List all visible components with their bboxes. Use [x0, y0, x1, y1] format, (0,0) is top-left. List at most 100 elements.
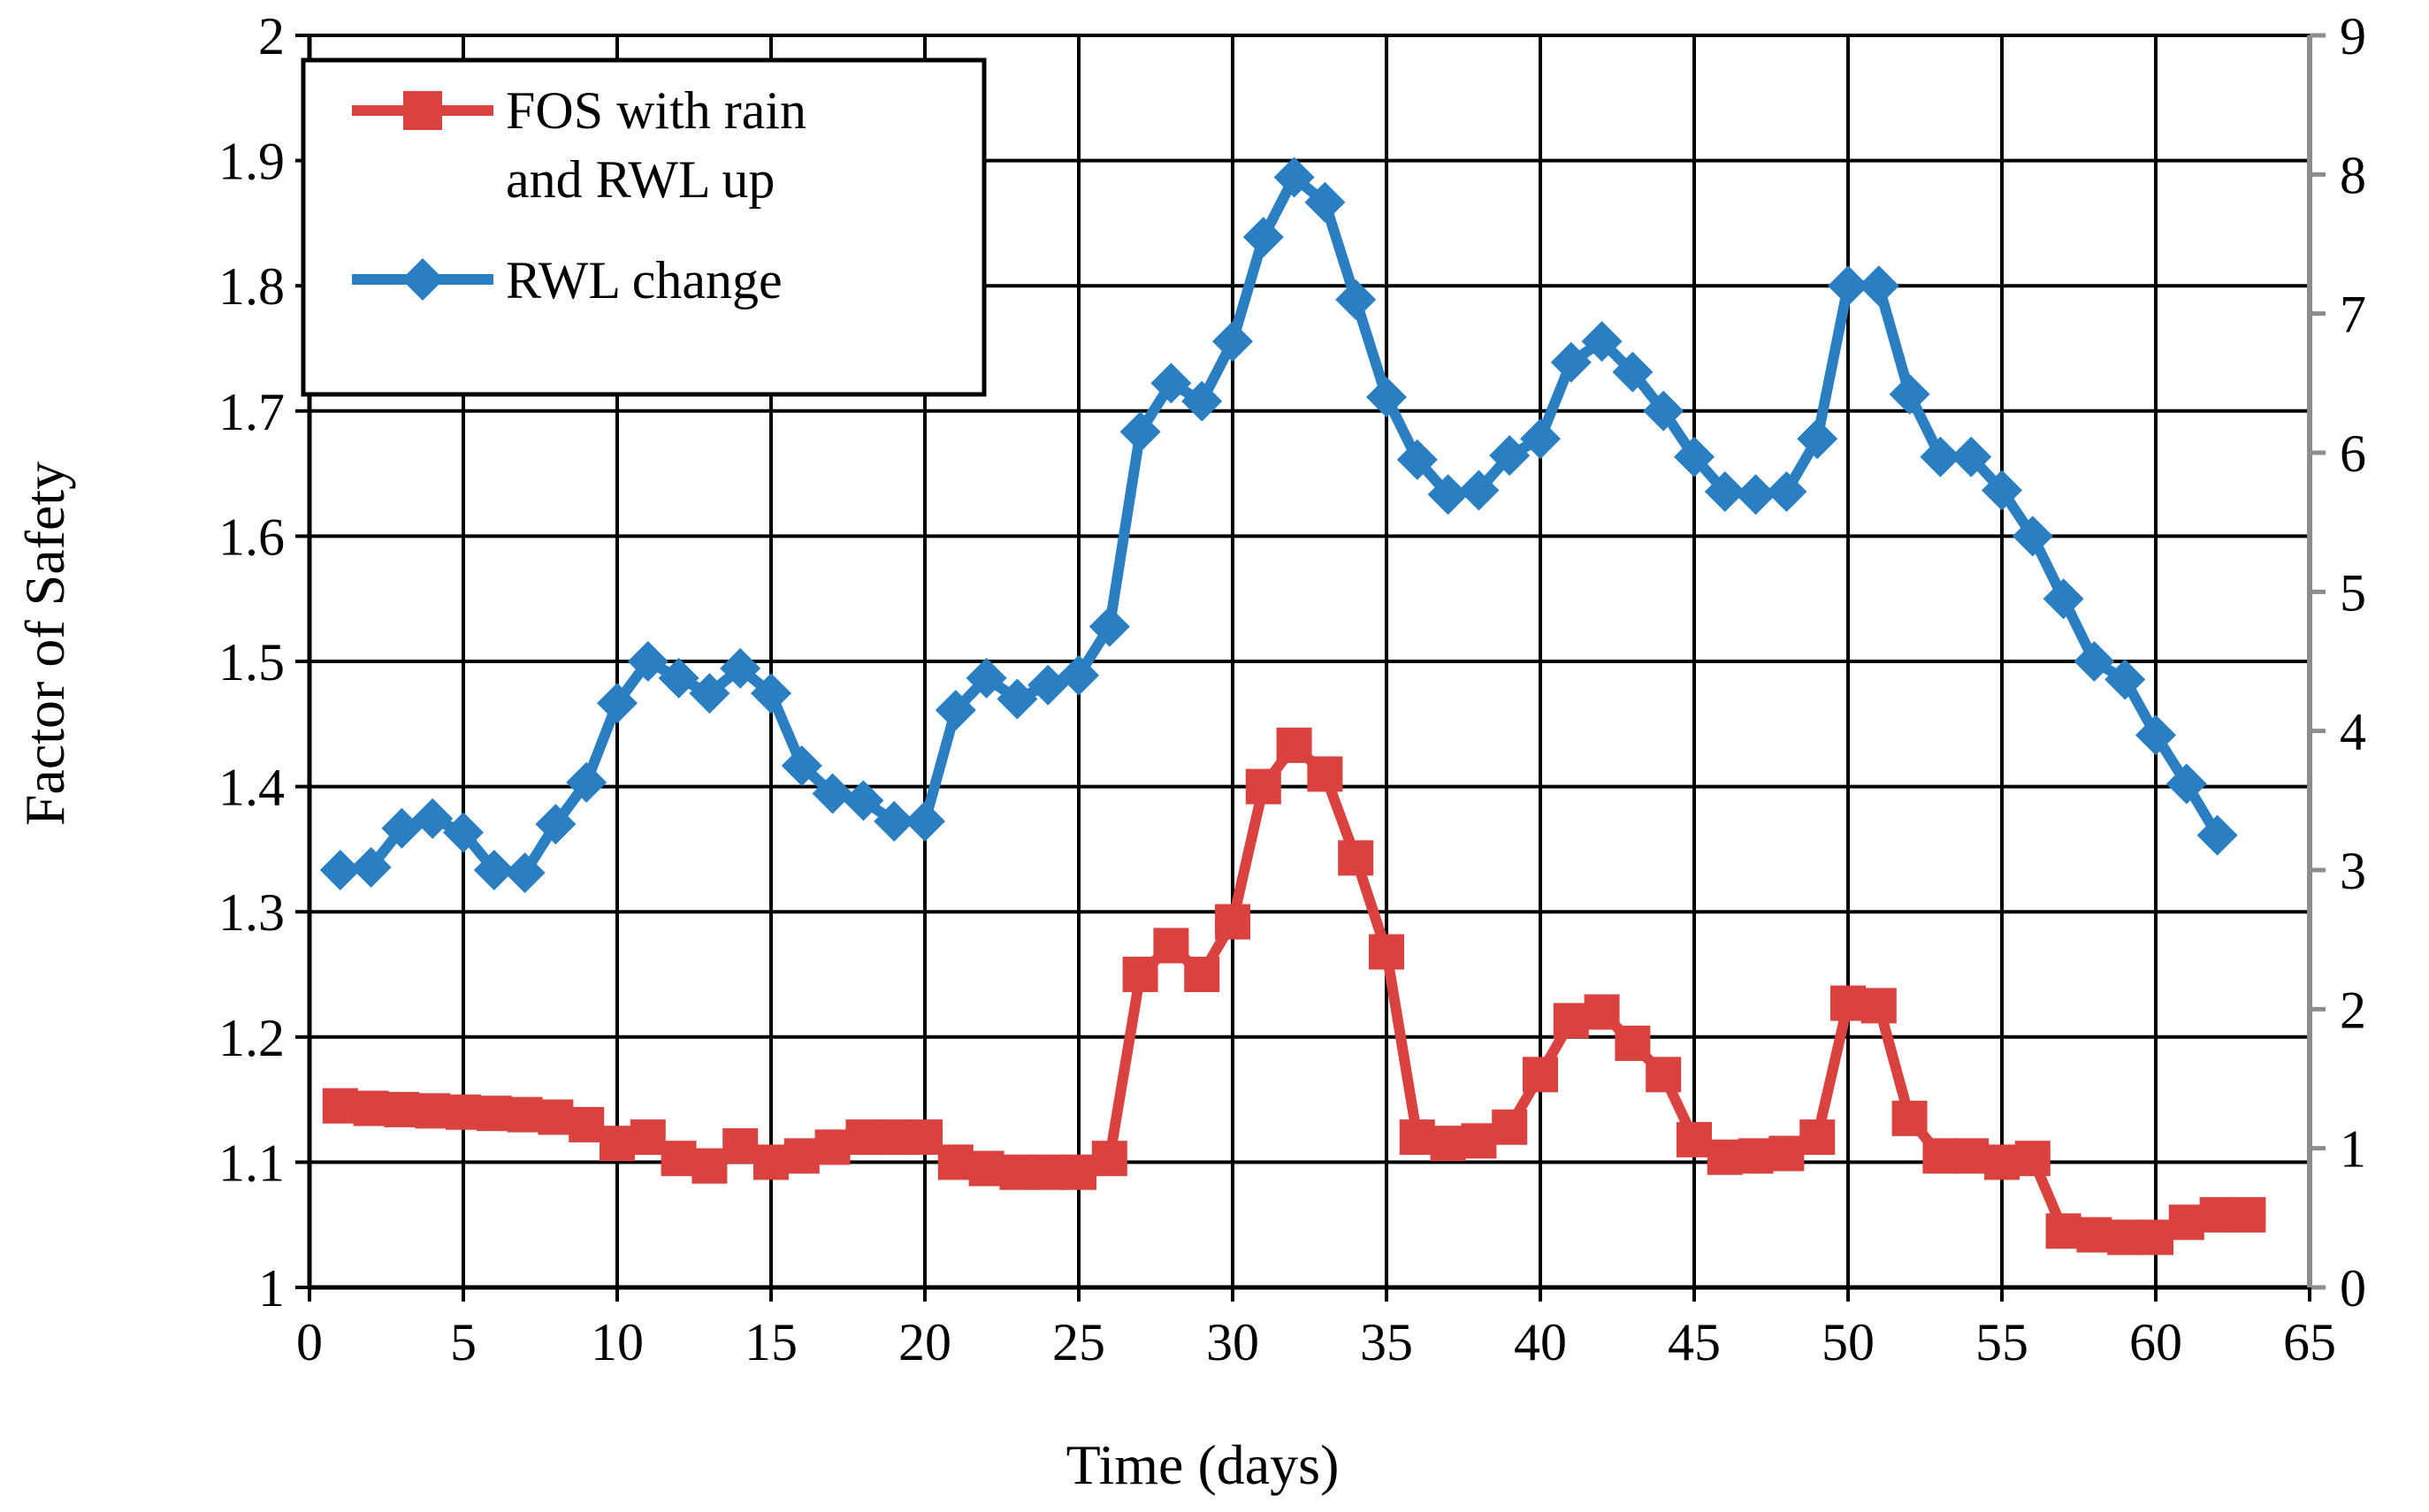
data-point-square	[1338, 840, 1374, 876]
x-tick-label: 45	[1668, 1313, 1721, 1371]
data-point-diamond	[812, 773, 853, 814]
series-1	[322, 727, 2266, 1256]
data-point-diamond	[1304, 181, 1346, 223]
right-tick-label: 4	[2340, 703, 2366, 761]
data-point-square	[507, 1096, 543, 1133]
data-point-square	[1707, 1139, 1743, 1175]
x-axis: 0 5 10 15 20 25 30 35 40 45 50 55 60 65	[296, 1287, 2336, 1371]
data-point-diamond	[2043, 578, 2084, 620]
data-point-square	[937, 1144, 974, 1180]
data-point-square	[322, 1088, 358, 1124]
x-tick-label: 60	[2129, 1313, 2182, 1371]
data-point-square	[1830, 985, 1866, 1021]
data-point-square	[2230, 1196, 2266, 1233]
data-point-diamond	[1396, 439, 1438, 480]
data-point-diamond	[1797, 418, 1838, 460]
data-point-square	[1584, 994, 1620, 1030]
data-point-diamond	[997, 678, 1038, 720]
data-point-diamond	[535, 804, 577, 845]
data-point-square	[2045, 1213, 2081, 1249]
data-point-square	[446, 1094, 481, 1130]
legend-marker-fos	[403, 91, 442, 130]
data-point-diamond	[1550, 341, 1592, 383]
data-point-diamond	[1058, 654, 1099, 696]
data-point-diamond	[720, 647, 761, 689]
right-tick-label: 7	[2340, 286, 2366, 344]
data-point-diamond	[1920, 436, 1961, 477]
data-point-diamond	[443, 812, 484, 853]
x-tick-label: 30	[1206, 1313, 1259, 1371]
y-tick-label: 1.1	[218, 1134, 285, 1192]
y-tick-label: 2	[258, 7, 285, 65]
data-point-square	[783, 1138, 820, 1174]
data-point-square	[1492, 1109, 1528, 1145]
data-point-diamond	[1674, 436, 1715, 477]
data-point-diamond	[627, 641, 668, 682]
data-point-diamond	[874, 800, 915, 842]
data-point-square	[814, 1129, 851, 1165]
data-point-square	[1030, 1154, 1066, 1190]
data-point-diamond	[1366, 377, 1407, 418]
legend-marker-rwl	[401, 258, 444, 301]
data-point-diamond	[1119, 411, 1161, 453]
data-point-diamond	[381, 807, 423, 849]
x-tick-label: 55	[1975, 1313, 2028, 1371]
data-point-square	[1738, 1138, 1774, 1174]
data-point-square	[1615, 1025, 1651, 1061]
data-point-diamond	[2165, 763, 2207, 805]
data-point-square	[1677, 1121, 1712, 1157]
x-tick-label: 50	[1822, 1313, 1875, 1371]
x-tick-label: 15	[745, 1313, 798, 1371]
y-axis-label: Factor of Safety	[13, 462, 76, 826]
y-tick-label: 1.3	[218, 883, 285, 942]
data-point-square	[538, 1099, 574, 1135]
data-point-square	[691, 1148, 728, 1184]
data-point-diamond	[1612, 351, 1654, 393]
x-tick-label: 5	[450, 1313, 477, 1371]
data-point-square	[476, 1096, 512, 1132]
data-point-diamond	[1150, 363, 1192, 404]
y-tick-label: 1.2	[218, 1009, 285, 1067]
data-point-diamond	[412, 798, 454, 839]
data-point-diamond	[1735, 474, 1776, 515]
data-point-square	[1891, 1100, 1928, 1136]
data-point-square	[2107, 1219, 2143, 1256]
y-tick-label: 1.4	[218, 759, 285, 817]
right-tick-label: 2	[2340, 981, 2366, 1039]
data-point-diamond	[1212, 321, 1253, 363]
data-point-square	[1984, 1144, 2020, 1180]
data-point-diamond	[1335, 279, 1377, 320]
data-point-square	[1215, 904, 1250, 940]
data-point-square	[353, 1090, 389, 1126]
data-point-diamond	[2074, 641, 2115, 682]
data-point-diamond	[781, 745, 822, 786]
data-point-diamond	[1458, 470, 1500, 511]
data-point-diamond	[2196, 814, 2238, 856]
right-tick-label: 3	[2340, 842, 2366, 900]
y-tick-label: 1	[258, 1259, 285, 1317]
data-point-diamond	[1273, 157, 1315, 198]
data-point-square	[2076, 1217, 2112, 1253]
data-point-square	[2138, 1219, 2173, 1256]
data-point-diamond	[1088, 606, 1130, 647]
data-point-diamond	[905, 800, 945, 842]
y-tick-label: 1.8	[218, 257, 285, 316]
data-point-square	[1122, 957, 1158, 992]
y-tick-label: 1.9	[218, 133, 285, 191]
data-point-square	[1953, 1138, 1990, 1174]
legend-label-rwl: RWL change	[506, 251, 783, 309]
data-point-square	[907, 1119, 943, 1156]
data-point-diamond	[473, 850, 515, 890]
data-point-diamond	[1242, 217, 1284, 258]
data-point-square	[1369, 934, 1404, 970]
data-point-diamond	[1027, 664, 1069, 706]
data-point-square	[415, 1093, 451, 1129]
legend-label-fos-line1: FOS with rain	[506, 81, 806, 140]
data-point-diamond	[1489, 435, 1531, 477]
data-point-diamond	[843, 780, 884, 821]
data-point-square	[1245, 768, 1281, 805]
data-point-square	[1399, 1119, 1435, 1156]
data-point-diamond	[1581, 321, 1623, 363]
data-point-square	[630, 1119, 666, 1156]
data-point-square	[999, 1154, 1035, 1190]
